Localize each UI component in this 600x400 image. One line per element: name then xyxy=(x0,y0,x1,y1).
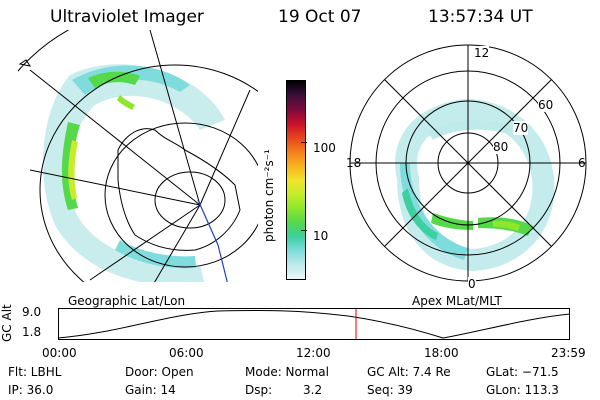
info-glat: GLat: −71.5 xyxy=(486,365,559,379)
info-door: Door: Open xyxy=(125,365,194,379)
info-flt: Flt: LBHL xyxy=(8,365,62,379)
polar-map xyxy=(349,44,587,282)
mlt-label-0: 0 xyxy=(468,277,476,291)
timeline-axis-label: GC Alt xyxy=(0,304,14,342)
timeline-ytick-max: 9.0 xyxy=(22,305,42,319)
info-dsp-value: 3.2 xyxy=(303,383,323,397)
geographic-map xyxy=(18,30,258,282)
colorbar-tick-10: 10 xyxy=(313,229,329,243)
colorbar-tick-mark xyxy=(301,230,307,231)
info-dsp-label: Dsp: xyxy=(245,383,273,397)
polar-panel-label: Apex MLat/MLT xyxy=(412,294,502,308)
timeline-xtick-1: 06:00 xyxy=(169,346,204,360)
mlt-label-12: 12 xyxy=(474,46,490,60)
lat-label-70: 70 xyxy=(513,121,529,135)
timeline-xtick-0: 00:00 xyxy=(42,346,77,360)
info-ip: IP: 36.0 xyxy=(8,383,54,397)
info-gc-alt: GC Alt: 7.4 Re xyxy=(367,365,451,379)
info-mode: Mode: Normal xyxy=(245,365,329,379)
timeline-xtick-3: 18:00 xyxy=(424,346,459,360)
lat-label-80: 80 xyxy=(493,140,509,154)
colorbar-tick-mark xyxy=(301,142,307,143)
lat-label-60: 60 xyxy=(538,98,554,112)
timeline-xtick-4: 23:59 xyxy=(551,346,586,360)
satellite-track xyxy=(197,199,228,282)
info-seq: Seq: 39 xyxy=(367,383,413,397)
geo-panel-label: Geographic Lat/Lon xyxy=(68,294,186,308)
auroral-arc-geo xyxy=(88,71,140,88)
colorbar-tick-100: 100 xyxy=(313,141,336,155)
time-label: 13:57:34 UT xyxy=(428,7,533,27)
info-gain: Gain: 14 xyxy=(125,383,176,397)
timeline-xtick-2: 12:00 xyxy=(296,346,331,360)
colorbar xyxy=(286,80,307,280)
mlt-label-18: 18 xyxy=(346,156,362,170)
auroral-arc-polar xyxy=(402,188,438,240)
date-label: 19 Oct 07 xyxy=(278,7,362,27)
colorbar-label: photon cm⁻²s⁻¹ xyxy=(262,149,276,242)
instrument-title: Ultraviolet Imager xyxy=(50,7,204,27)
timeline-ytick-min: 1.8 xyxy=(22,325,42,339)
info-glon: GLon: 113.3 xyxy=(486,383,559,397)
altitude-timeline xyxy=(57,308,571,340)
mlt-label-6: 6 xyxy=(578,156,586,170)
